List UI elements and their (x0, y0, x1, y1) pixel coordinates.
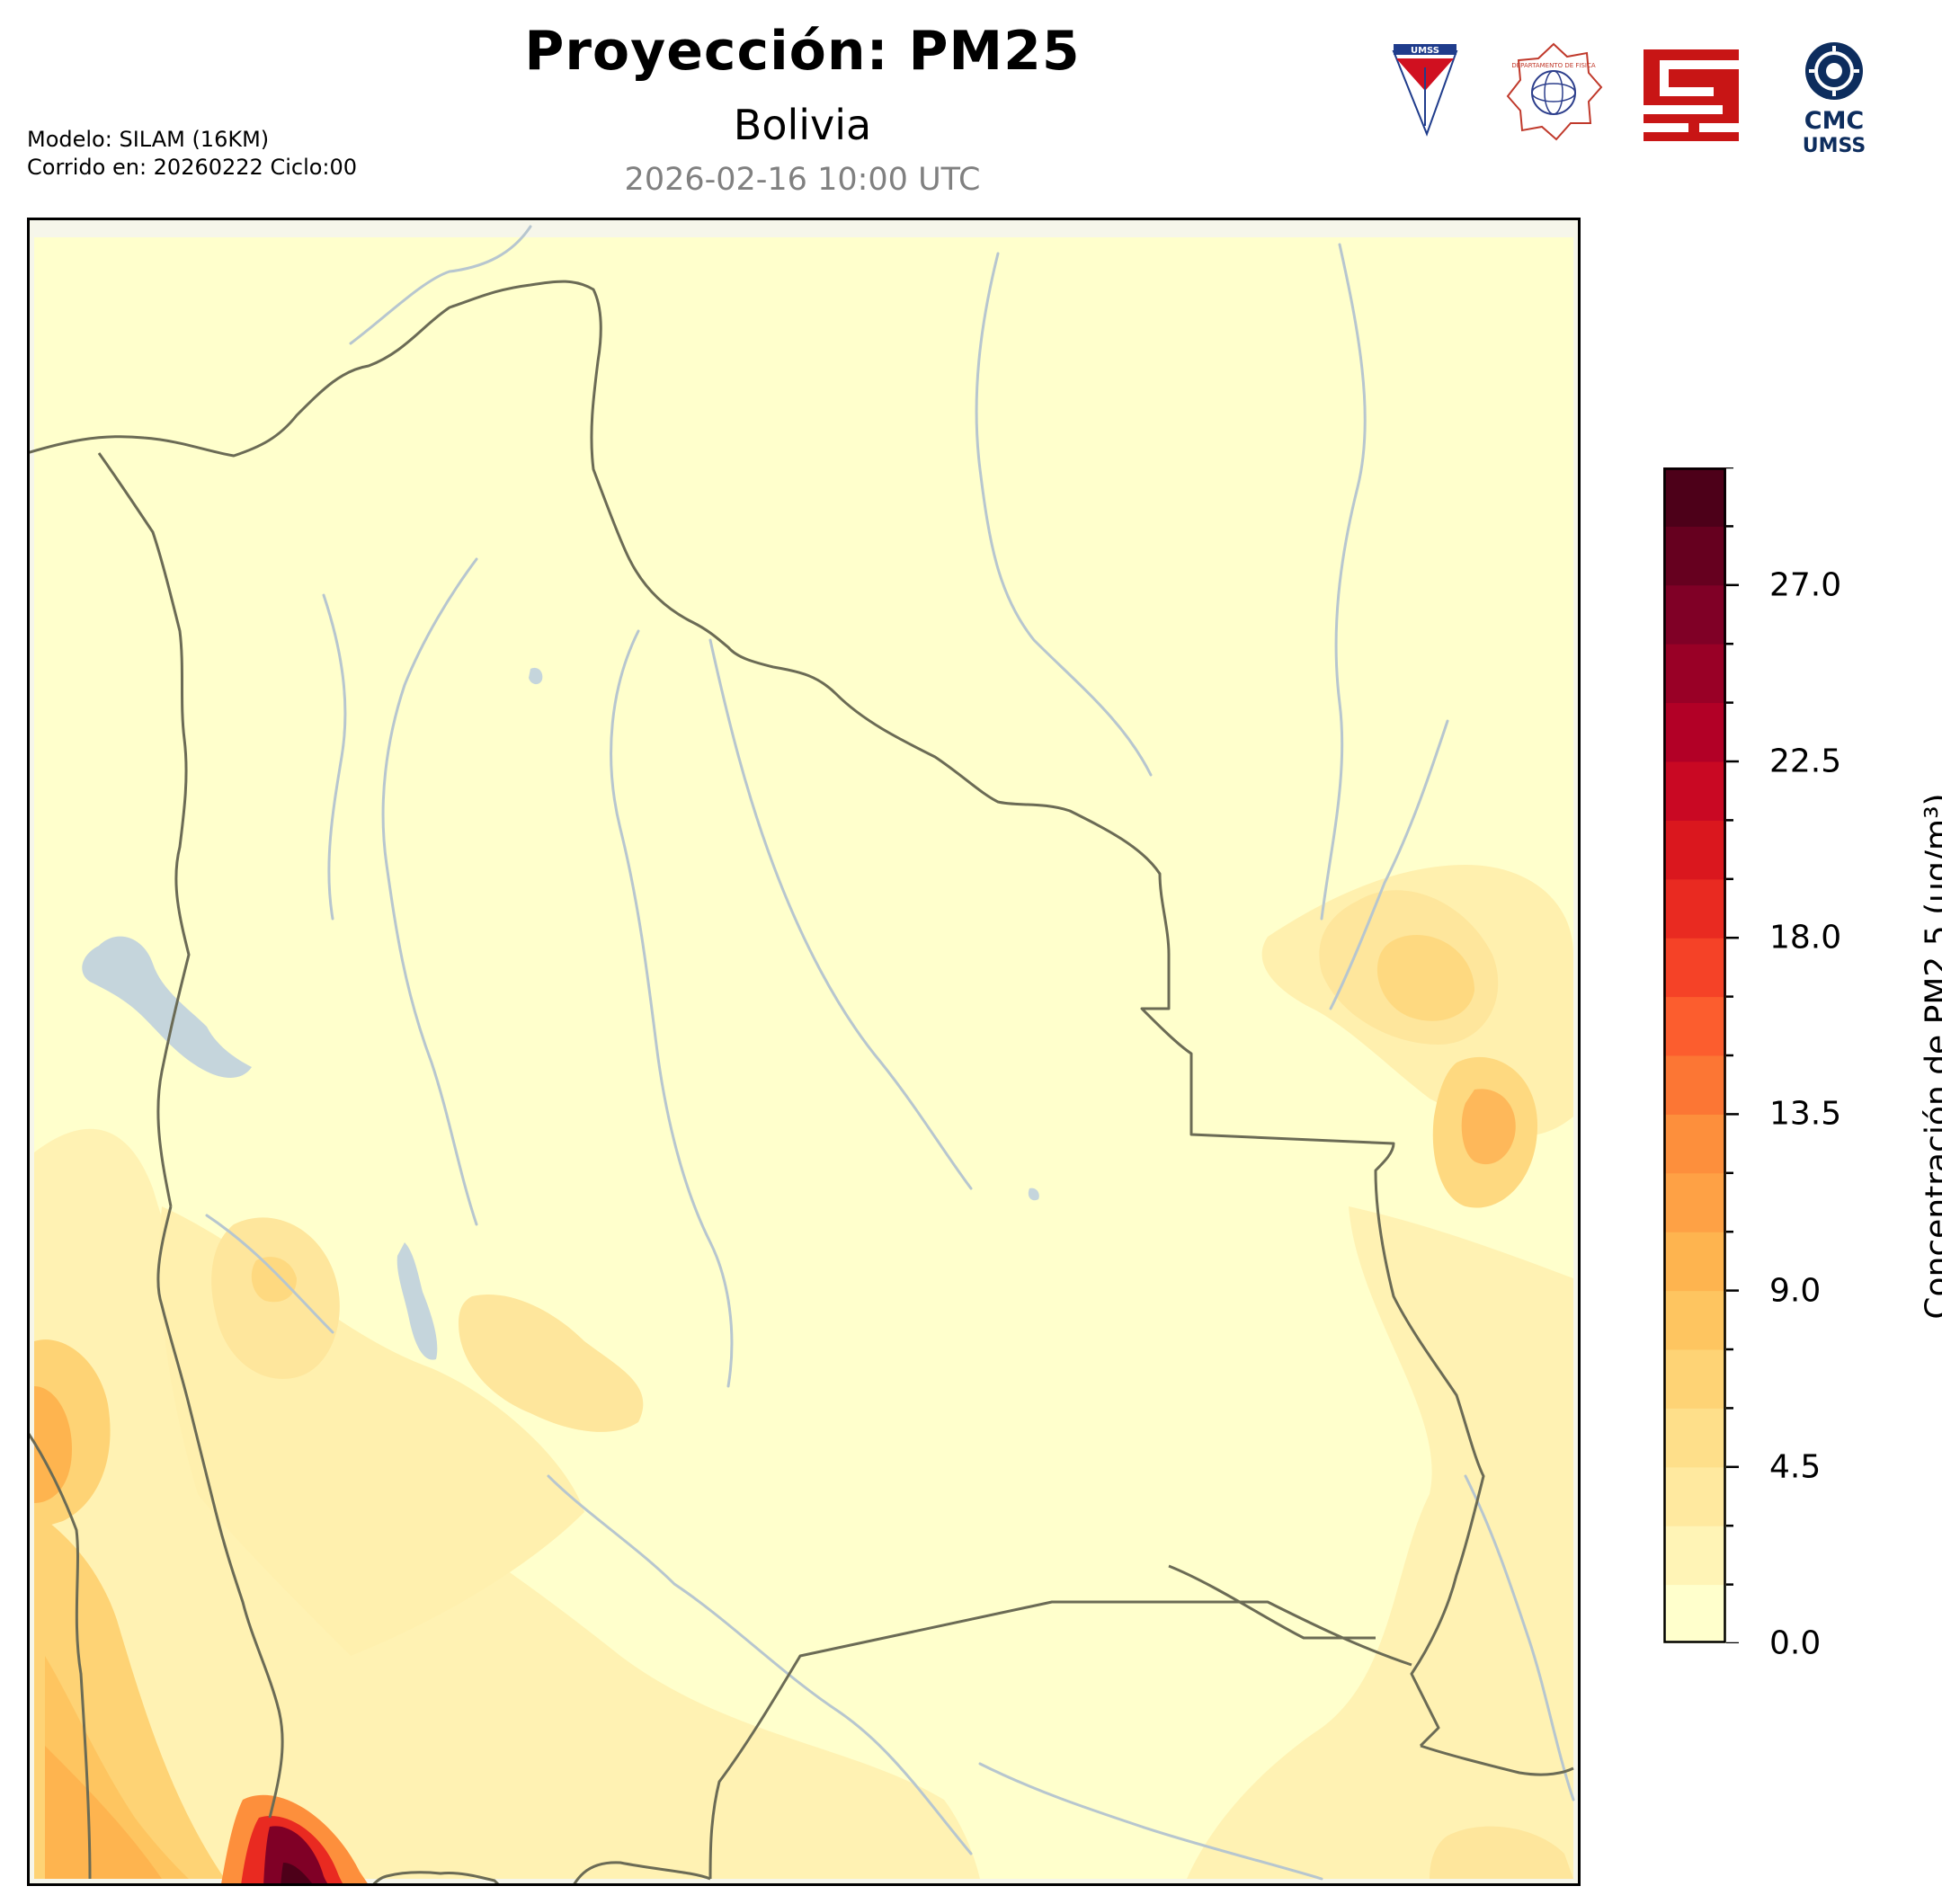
red-emblem-logo (1644, 49, 1739, 141)
river-mamore (610, 629, 734, 1388)
colorbar-levels (1663, 467, 1726, 1643)
colorbar-tick-label: 9.0 (1769, 1272, 1822, 1310)
river-yungas (322, 593, 347, 921)
haze-east-margin (1187, 1206, 1573, 1879)
river-east-tributary (1329, 719, 1449, 1010)
river-altiplano (205, 1214, 334, 1334)
colorbar-level (1663, 761, 1726, 821)
national-borders (27, 280, 1574, 1886)
concentration-fields (34, 865, 1573, 1886)
bolivia-border-south (708, 1600, 1412, 1880)
lake-poopo (396, 1242, 438, 1360)
colorbar-level (1663, 1172, 1726, 1232)
river-paraguay-south (1464, 1474, 1575, 1802)
map-frame-border (27, 218, 1581, 1886)
colorbar-level (1663, 1584, 1726, 1643)
river-madre-de-dios-north (349, 225, 532, 345)
lakes (82, 667, 1039, 1360)
colorbar-tick-label: 18.0 (1769, 919, 1842, 956)
bolivia-border-southwest (370, 1861, 711, 1886)
colorbar-level (1663, 1114, 1726, 1174)
colorbar-level (1663, 1466, 1726, 1526)
colorbar-tick-label: 4.5 (1769, 1448, 1822, 1486)
colorbar-ticks (1726, 467, 1739, 1643)
region-subtitle: Bolivia (733, 101, 872, 149)
plume-west-border-core (34, 1386, 72, 1503)
svg-text:DEPARTAMENTO DE FISICA: DEPARTAMENTO DE FISICA (1511, 62, 1595, 69)
colorbar-level (1663, 820, 1726, 880)
colorbar-level (1663, 1290, 1726, 1350)
haze-southwest-region (34, 1128, 980, 1879)
colorbar-tick-label: 22.5 (1769, 743, 1842, 780)
river-itenez-north (975, 252, 1153, 777)
plume-east-level-2 (1461, 1089, 1516, 1165)
colorbar-level (1663, 584, 1726, 645)
bolivia-border-west (156, 1206, 284, 1819)
plume-chile-level-3 (45, 1746, 162, 1879)
plume-altiplano-b (459, 1295, 644, 1432)
pm25-concentration-map (27, 218, 1581, 1886)
colorbar-level (1663, 1408, 1726, 1468)
colorbar-tick-label: 13.5 (1769, 1095, 1842, 1133)
bolivia-border (27, 280, 1485, 1748)
plume-south-level-4 (281, 1863, 315, 1886)
rivers (205, 225, 1575, 1881)
colorbar-level (1663, 1526, 1726, 1586)
bolivia-border-northwest (97, 452, 191, 1207)
colorbar-level (1663, 878, 1726, 939)
lake-small-east (1028, 1188, 1039, 1201)
river-pilcomayo (547, 1474, 973, 1855)
forecast-datetime: 2026-02-16 10:00 UTC (624, 162, 981, 198)
plume-altiplano-a-core (251, 1257, 297, 1303)
colorbar-tick-label: 27.0 (1769, 566, 1842, 604)
colorbar (1663, 467, 1739, 1643)
run-line: Corrido en: 20260222 Ciclo:00 (27, 155, 358, 180)
lake-small-north (529, 667, 543, 685)
river-paraguay-north (1320, 243, 1367, 921)
colorbar-outline (1663, 467, 1726, 1643)
colorbar-level (1663, 1232, 1726, 1292)
plume-northeast-level-2 (1376, 935, 1474, 1021)
plume-south-level-3 (263, 1826, 330, 1886)
svg-text:CMC: CMC (1804, 107, 1865, 135)
southeast-border (1420, 1744, 1574, 1776)
river-guapore-branch (708, 638, 973, 1190)
river-south-tributary (978, 1762, 1323, 1881)
svg-text:UMSS: UMSS (1411, 46, 1439, 56)
colorbar-level (1663, 702, 1726, 762)
colorbar-level (1663, 938, 1726, 998)
colorbar-level (1663, 526, 1726, 586)
svg-text:UMSS: UMSS (1803, 135, 1866, 157)
colorbar-label: Concentración de PM2.5 (μg/m³) (1919, 793, 1942, 1320)
argentina-paraguay-border (1168, 1564, 1376, 1640)
colorbar-level (1663, 1349, 1726, 1409)
lake-titicaca (82, 936, 252, 1078)
model-metadata: Modelo: SILAM (16KM) Corrido en: 2026022… (27, 126, 357, 182)
plume-southeast (1430, 1826, 1573, 1879)
model-line: Modelo: SILAM (16KM) (27, 127, 270, 152)
river-beni (381, 557, 478, 1226)
colorbar-tick-label: 0.0 (1769, 1624, 1822, 1662)
peru-chile-border (27, 1430, 92, 1880)
colorbar-level (1663, 467, 1726, 527)
colorbar-level (1663, 1055, 1726, 1115)
colorbar-level (1663, 996, 1726, 1056)
logo-bar: UMSS DEPARTAMENTO DE FISICA CMC UMSS (1376, 40, 1879, 157)
umss-shield-logo: UMSS (1392, 44, 1458, 137)
colorbar-level (1663, 644, 1726, 704)
fisica-department-logo: DEPARTAMENTO DE FISICA (1506, 42, 1603, 141)
cmc-umss-logo: CMC UMSS (1803, 42, 1866, 157)
page-title: Proyección: PM25 (524, 20, 1081, 83)
